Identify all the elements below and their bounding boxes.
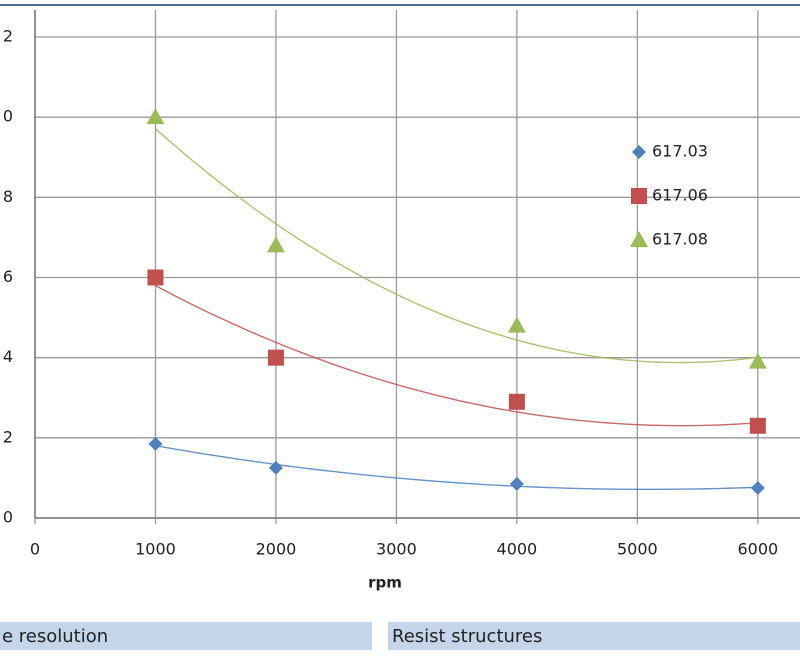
x-tick-label: 6000: [737, 540, 778, 559]
y-tick-label: 8: [3, 187, 13, 206]
trend-line: [155, 128, 758, 364]
legend-label: 617.08: [652, 230, 708, 249]
legend-marker: [632, 145, 646, 159]
point: [507, 316, 526, 333]
y-tick-label: 0: [3, 107, 13, 126]
point: [508, 393, 525, 410]
point: [267, 349, 284, 366]
point: [147, 269, 164, 286]
x-tick-label: 4000: [497, 540, 538, 559]
point: [266, 236, 285, 253]
x-tick-label: 3000: [376, 540, 417, 559]
legend-marker: [630, 231, 648, 247]
panel-right-text: Resist structures: [392, 626, 542, 647]
legend-label: 617.06: [652, 186, 708, 205]
point: [146, 108, 165, 125]
panel-left-text: e resolution: [2, 626, 108, 647]
point: [750, 480, 765, 495]
y-tick-label: 4: [3, 347, 13, 366]
point: [268, 460, 283, 475]
x-tick-label: 0: [30, 540, 40, 559]
point: [509, 476, 524, 491]
point: [748, 352, 767, 369]
point: [749, 417, 766, 434]
legend-label: 617.03: [652, 142, 708, 161]
x-tick-label: 5000: [617, 540, 658, 559]
trend-line: [155, 445, 758, 491]
y-tick-label: 6: [3, 267, 13, 286]
panel-right: [388, 622, 800, 650]
x-axis-label: rpm: [368, 574, 402, 592]
x-tick-label: 1000: [135, 540, 176, 559]
trend-line: [155, 285, 758, 427]
x-tick-label: 2000: [256, 540, 297, 559]
y-tick-label: 2: [3, 27, 13, 46]
panel-left: [0, 622, 372, 650]
point: [148, 436, 163, 451]
legend-marker: [631, 188, 647, 204]
y-tick-label: 2: [3, 427, 13, 446]
y-tick-label: 0: [3, 508, 13, 527]
